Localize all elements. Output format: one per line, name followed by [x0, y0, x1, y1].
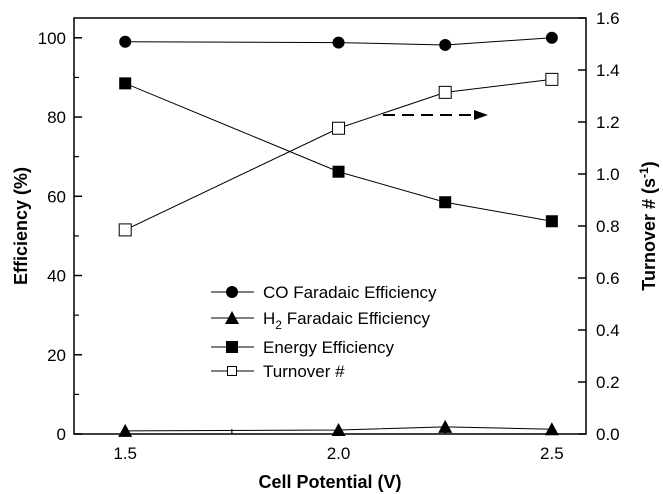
y-left-axis-ticks: 0 20 40 60 80 100: [38, 29, 82, 444]
y-left-tick-label: 20: [47, 346, 66, 365]
data-point-h2: [544, 422, 559, 436]
data-point-energy: [119, 77, 132, 90]
legend-label-co: CO Faradaic Efficiency: [263, 283, 437, 302]
right-axis-arrow: [383, 110, 488, 120]
data-point-turnover: [545, 72, 559, 86]
legend-label-energy: Energy Efficiency: [263, 338, 395, 357]
series-co: [119, 31, 558, 51]
y-left-tick-label: 40: [47, 267, 66, 286]
y-right-tick-label: 1.0: [596, 165, 620, 184]
y-right-axis-title: Turnover # (s-1): [637, 161, 659, 290]
y-right-axis-ticks: 0.0 0.2 0.4 0.6 0.8 1.0 1.2 1.4 1.6: [578, 9, 620, 444]
y-right-tick-label: 0.6: [596, 269, 620, 288]
y-right-tick-label: 1.6: [596, 9, 620, 28]
y-left-axis-title: Efficiency (%): [11, 167, 31, 285]
right-axis-arrow-head: [474, 110, 488, 120]
series-line-energy: [125, 82, 552, 222]
x-tick-label: 2.5: [540, 444, 564, 463]
legend-marker-energy: [226, 341, 238, 353]
data-point-turnover: [438, 85, 452, 99]
legend-item-energy: Energy Efficiency: [211, 338, 395, 357]
data-point-co: [545, 31, 558, 44]
x-axis-title: Cell Potential (V): [258, 472, 401, 492]
series-turnover: [118, 72, 559, 237]
series-line-co: [125, 37, 552, 46]
y-right-axis-title-main: Turnover # (s: [639, 178, 659, 291]
series-line-turnover: [124, 78, 552, 231]
legend-item-turnover: Turnover #: [211, 362, 345, 381]
data-point-h2: [118, 423, 133, 437]
data-point-energy: [545, 215, 558, 228]
data-point-co: [439, 38, 452, 51]
legend-marker-co: [226, 286, 238, 298]
series-line-h2: [125, 426, 552, 432]
y-left-tick-label: 0: [57, 425, 66, 444]
y-right-tick-label: 1.2: [596, 113, 620, 132]
legend-item-co: CO Faradaic Efficiency: [211, 283, 437, 302]
legend-label-h2: H2 Faradaic Efficiency: [263, 309, 430, 332]
data-point-co: [332, 36, 345, 49]
data-point-energy: [332, 165, 345, 178]
legend-label-h2-sub: 2: [275, 318, 282, 332]
data-point-co: [119, 35, 132, 48]
series-h2: [118, 419, 559, 437]
y-left-tick-label: 60: [47, 187, 66, 206]
data-point-turnover: [332, 121, 346, 135]
legend-label-h2-rest: Faradaic Efficiency: [282, 309, 431, 328]
series-energy: [119, 77, 558, 228]
data-point-turnover: [118, 223, 132, 237]
y-right-tick-label: 0.0: [596, 425, 620, 444]
x-tick-label: 1.5: [113, 444, 137, 463]
x-tick-label: 2.0: [327, 444, 351, 463]
legend: CO Faradaic Efficiency H2 Faradaic Effic…: [211, 283, 437, 381]
y-right-tick-label: 1.4: [596, 61, 620, 80]
legend-marker-h2: [225, 311, 239, 324]
legend-item-h2: H2 Faradaic Efficiency: [211, 309, 430, 332]
legend-label-turnover: Turnover #: [263, 362, 345, 381]
y-left-tick-label: 100: [38, 29, 66, 48]
legend-label-h2-main: H: [263, 309, 275, 328]
series-layer: [118, 31, 559, 437]
y-right-axis-title-sup: -1: [637, 167, 651, 178]
y-right-tick-label: 0.2: [596, 373, 620, 392]
y-right-tick-label: 0.8: [596, 217, 620, 236]
legend-marker-turnover: [227, 366, 237, 376]
data-point-h2: [331, 423, 346, 437]
y-right-tick-label: 0.4: [596, 321, 620, 340]
data-point-energy: [439, 196, 452, 209]
y-right-axis-title-end: ): [639, 161, 659, 167]
y-left-tick-label: 80: [47, 108, 66, 127]
data-point-h2: [438, 419, 453, 433]
